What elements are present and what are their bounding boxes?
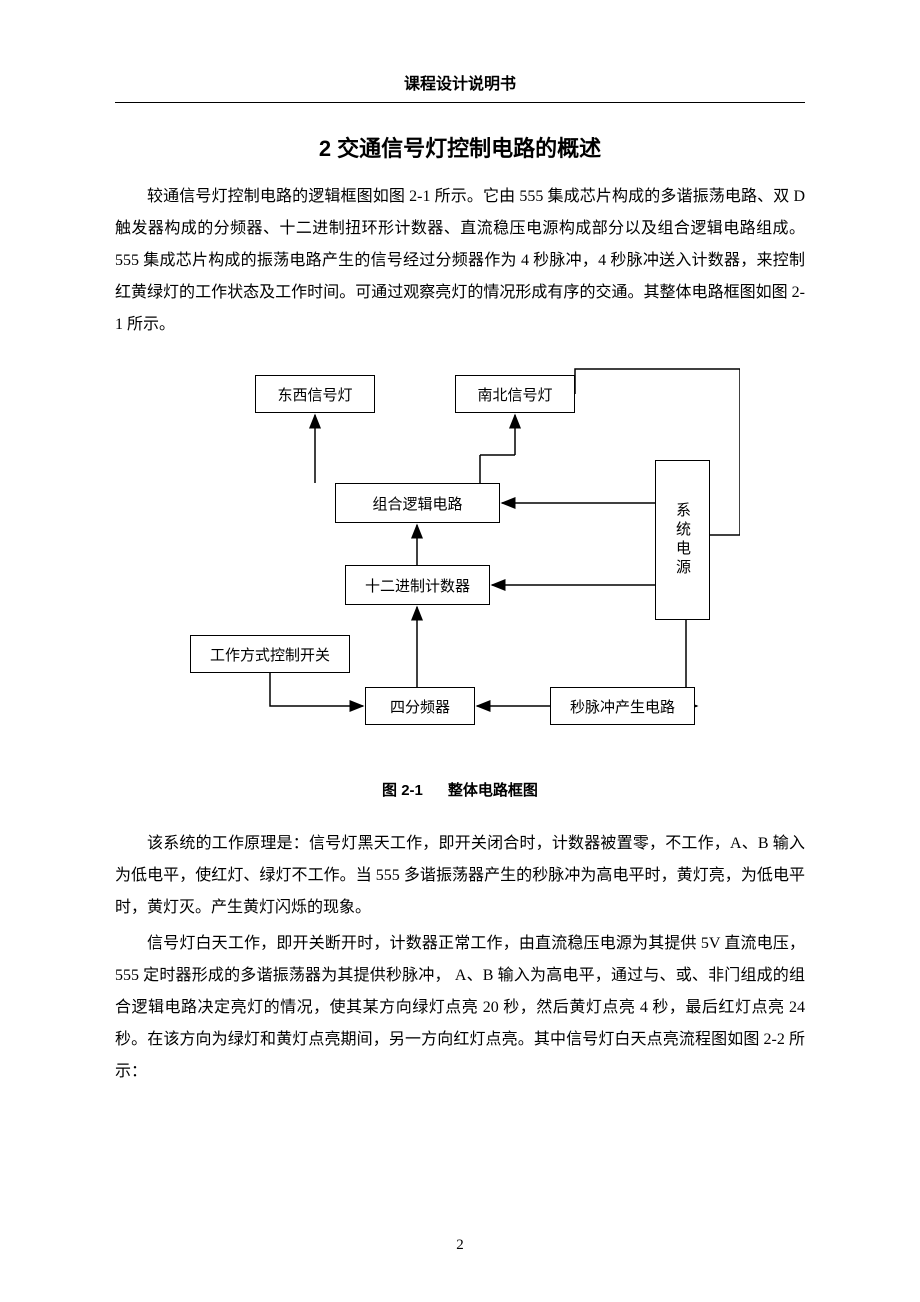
node-ns-signal: 南北信号灯 [455, 375, 575, 413]
paragraph-1: 较通信号灯控制电路的逻辑框图如图 2-1 所示。它由 555 集成芯片构成的多谐… [115, 181, 805, 341]
figure-caption: 图 2-1 整体电路框图 [115, 779, 805, 800]
node-divider: 四分频器 [365, 687, 475, 725]
paragraph-3: 信号灯白天工作，即开关断开时，计数器正常工作，由直流稳压电源为其提供 5V 直流… [115, 928, 805, 1088]
node-counter: 十二进制计数器 [345, 565, 490, 605]
block-diagram: 东西信号灯 南北信号灯 组合逻辑电路 十二进制计数器 工作方式控制开关 四分频器… [180, 365, 740, 765]
node-logic: 组合逻辑电路 [335, 483, 500, 523]
node-ew-signal: 东西信号灯 [255, 375, 375, 413]
caption-label: 图 2-1 [382, 782, 423, 799]
page-header: 课程设计说明书 [115, 70, 805, 103]
node-power: 系统电源 [655, 460, 710, 620]
page-number: 2 [0, 1237, 920, 1254]
node-power-label: 系统电源 [672, 502, 693, 578]
section-title: 2 交通信号灯控制电路的概述 [115, 131, 805, 163]
paragraph-2: 该系统的工作原理是：信号灯黑天工作，即开关闭合时，计数器被置零，不工作，A、B … [115, 828, 805, 924]
caption-text: 整体电路框图 [448, 782, 538, 799]
node-pulse: 秒脉冲产生电路 [550, 687, 695, 725]
node-switch: 工作方式控制开关 [190, 635, 350, 673]
